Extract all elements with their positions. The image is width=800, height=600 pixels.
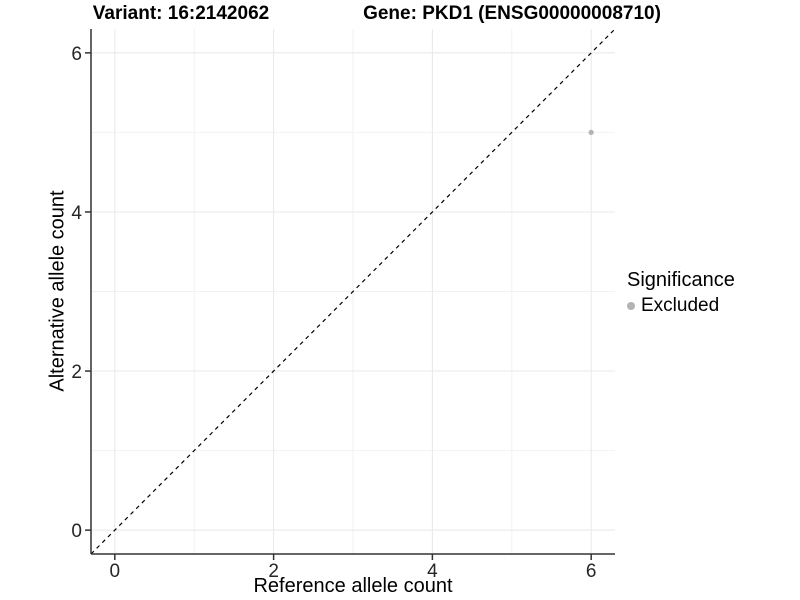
x-tick-label: 2 (268, 561, 279, 582)
legend-title: Significance (627, 269, 735, 291)
legend: Significance Excluded (627, 269, 735, 317)
gene-title: Gene: PKD1 (ENSG00000008710) (363, 3, 661, 24)
y-tick-label: 0 (71, 521, 82, 542)
y-tick-label: 6 (71, 44, 82, 65)
x-tick-label: 6 (586, 561, 597, 582)
variant-title: Variant: 16:2142062 (92, 3, 270, 24)
x-axis-title: Reference allele count (253, 575, 453, 597)
x-tick-label: 0 (110, 561, 121, 582)
legend-item-label: Excluded (641, 295, 720, 316)
y-tick-label: 2 (71, 362, 82, 383)
y-axis-title: Alternative allele count (46, 190, 69, 392)
legend-point-icon (627, 302, 635, 310)
identity-line (90, 28, 616, 555)
legend-item-excluded: Excluded (627, 295, 735, 317)
x-tick-label: 4 (427, 561, 438, 582)
y-tick-label: 4 (71, 203, 82, 224)
data-point-excluded (588, 129, 594, 136)
